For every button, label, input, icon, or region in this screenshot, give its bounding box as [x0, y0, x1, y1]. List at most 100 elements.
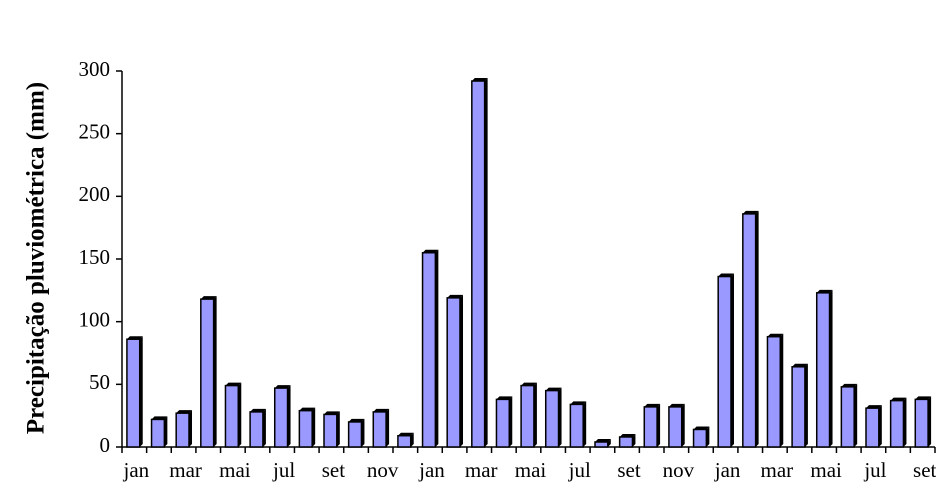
- bar: [126, 338, 141, 448]
- bar-top: [274, 385, 291, 389]
- bar-top: [792, 363, 808, 367]
- x-tick-label: jul: [568, 458, 591, 482]
- bar-side: [312, 407, 316, 447]
- bar: [273, 387, 289, 448]
- bar-side: [804, 363, 808, 447]
- bar: [372, 411, 387, 448]
- bar: [200, 298, 215, 448]
- bar: [150, 418, 166, 448]
- bar-side: [903, 397, 907, 447]
- bar-top: [176, 410, 192, 414]
- y-tick-label: 300: [79, 57, 111, 81]
- bar-side: [238, 382, 242, 447]
- bar: [323, 413, 338, 448]
- bar: [347, 421, 363, 448]
- bar-side: [509, 396, 513, 447]
- bar: [865, 407, 880, 448]
- bar-side: [657, 403, 661, 447]
- bar-top: [373, 408, 390, 412]
- bar-top: [915, 396, 932, 400]
- bar-top: [693, 426, 710, 430]
- y-tick-label: 100: [79, 307, 111, 331]
- bar-side: [755, 210, 759, 447]
- bar-side: [854, 383, 858, 447]
- bar-top: [422, 249, 439, 253]
- bar: [446, 297, 461, 448]
- x-tick-label: mai: [810, 458, 842, 482]
- bar-top: [521, 382, 537, 386]
- bar-top: [225, 382, 242, 386]
- bar-side: [878, 405, 882, 447]
- bar-top: [816, 289, 833, 293]
- bar: [618, 436, 634, 448]
- x-tick-label: nov: [367, 458, 399, 482]
- bar-side: [706, 426, 710, 447]
- x-tick-label: set: [322, 458, 345, 482]
- bar-side: [410, 432, 414, 447]
- bar-side: [780, 333, 784, 447]
- bar-top: [890, 397, 907, 401]
- bar: [643, 406, 658, 448]
- bar: [594, 441, 609, 448]
- bar-side: [164, 416, 168, 447]
- bar: [224, 384, 240, 448]
- bar-top: [348, 418, 365, 422]
- x-tick-label: jan: [122, 458, 149, 482]
- bar-side: [435, 249, 439, 447]
- bar-top: [250, 408, 266, 412]
- bar-top: [471, 78, 488, 82]
- bar-side: [459, 294, 463, 447]
- bar-top: [447, 294, 463, 298]
- bar-top: [324, 411, 340, 415]
- bar-side: [607, 438, 611, 447]
- y-tick-label: 200: [79, 182, 111, 206]
- x-tick-label: nov: [663, 458, 695, 482]
- bar-side: [262, 408, 266, 447]
- bar: [175, 412, 190, 448]
- bar-side: [386, 408, 390, 447]
- x-tick-label: mai: [219, 458, 251, 482]
- x-tick-label: set: [617, 458, 640, 482]
- bar-top: [718, 273, 734, 277]
- bar-top: [299, 407, 316, 411]
- bar: [520, 384, 535, 448]
- bar: [668, 406, 683, 448]
- bar: [889, 399, 905, 448]
- bar-top: [397, 432, 414, 436]
- bar-top: [668, 403, 685, 407]
- bar: [742, 213, 757, 448]
- bar-side: [213, 296, 217, 447]
- bar-side: [928, 396, 932, 447]
- bar-side: [287, 385, 291, 447]
- bar-side: [829, 289, 833, 447]
- bar: [495, 398, 511, 448]
- bar: [397, 434, 412, 448]
- bar-top: [644, 403, 661, 407]
- bar-side: [730, 273, 734, 447]
- x-tick-label: mar: [761, 458, 794, 482]
- x-tick-label: jan: [418, 458, 445, 482]
- bar-side: [484, 78, 488, 447]
- x-tick-label: jan: [714, 458, 741, 482]
- bar: [840, 386, 855, 448]
- x-tick-label: set: [913, 458, 936, 482]
- bar-top: [496, 396, 513, 400]
- bar-top: [126, 336, 143, 340]
- x-tick-label: mai: [515, 458, 547, 482]
- bar-top: [545, 387, 562, 391]
- bar-top: [200, 296, 217, 300]
- y-axis-label: Precipitação pluviométrica (mm): [23, 82, 50, 434]
- bar: [544, 389, 560, 448]
- x-tick-label: mar: [169, 458, 202, 482]
- y-tick-label: 0: [100, 433, 111, 457]
- bar-side: [361, 418, 365, 447]
- bar: [692, 428, 708, 448]
- bar: [471, 80, 486, 448]
- bar-top: [841, 383, 858, 387]
- x-tick-label: jul: [272, 458, 295, 482]
- x-tick-label: jul: [863, 458, 886, 482]
- bar-top: [619, 433, 636, 437]
- bar: [298, 409, 313, 448]
- bar-side: [188, 410, 192, 447]
